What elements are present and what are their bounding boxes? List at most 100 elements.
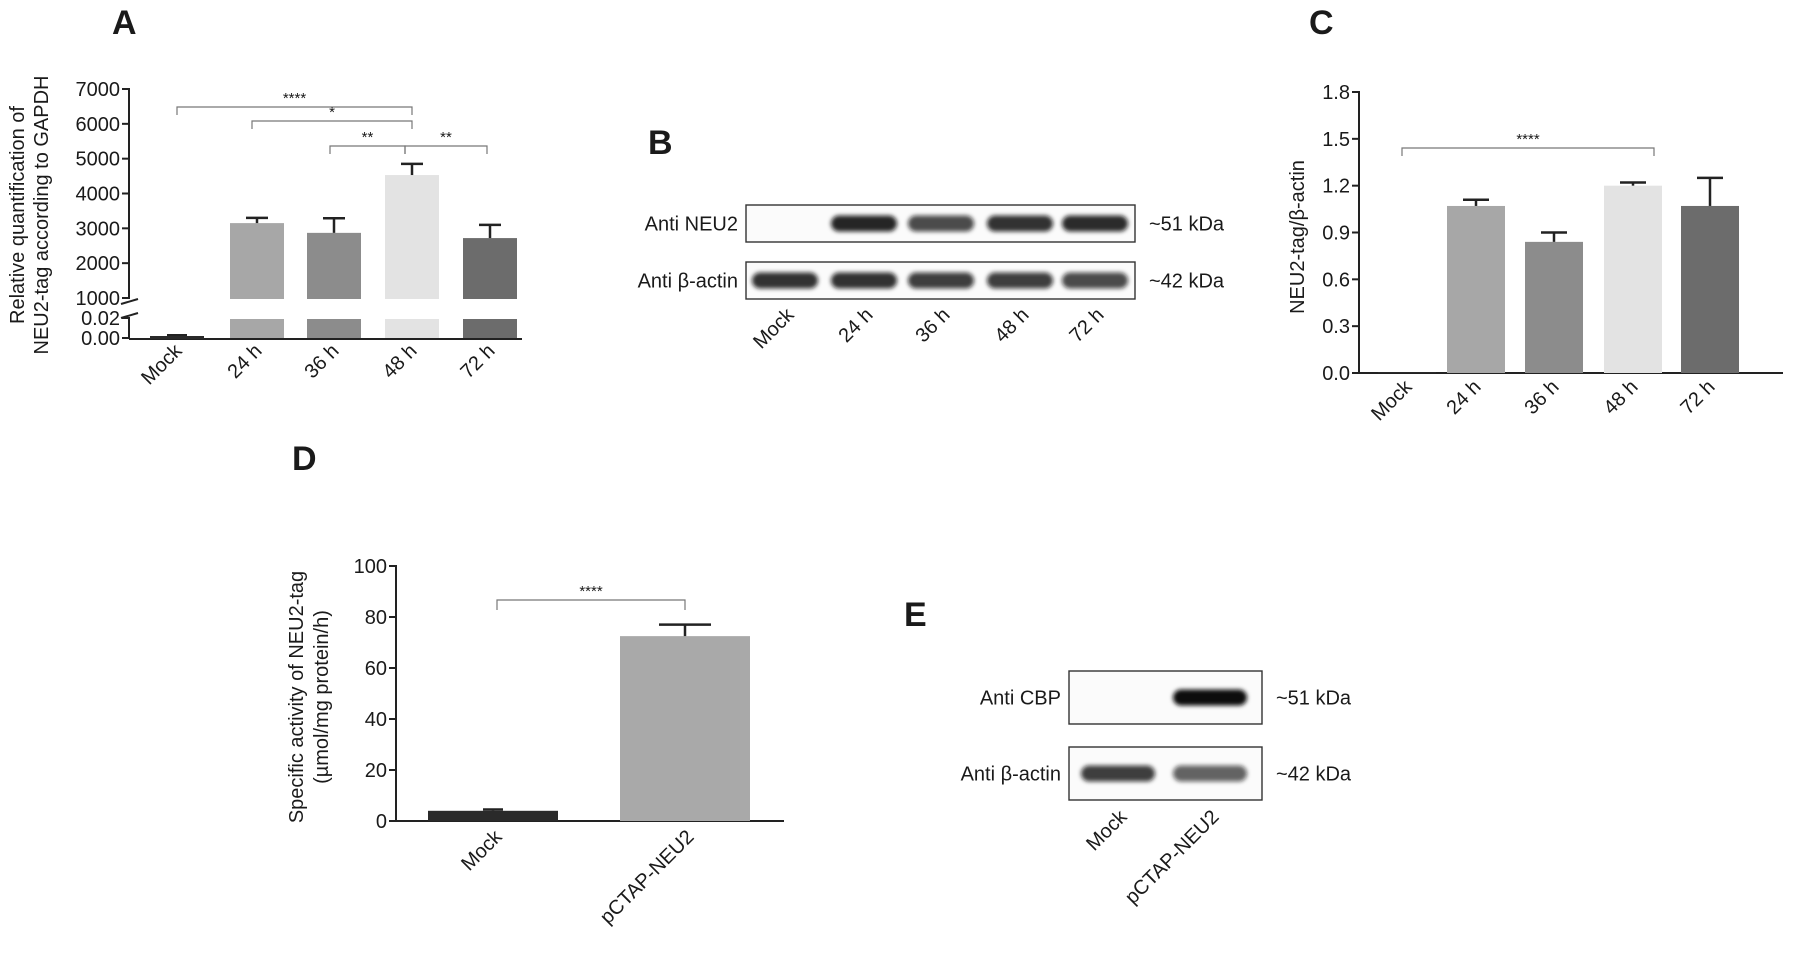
e-band-anti-actin-mock [1081,765,1155,782]
b-band-anti-neu2-36-h [908,215,974,232]
b-band-anti-actin-36-h [908,272,974,289]
d-sig-mock-pctap [496,599,686,610]
c-y-tick-label: 1.8 [1322,82,1350,104]
d-y-tick-label: 40 [365,709,387,731]
e-band-anti-cbp-pctap-neu2 [1173,689,1247,706]
a-x-tick-label-48-h: 48 h [378,340,421,383]
e-band-anti-actin-pctap-neu2 [1173,765,1247,782]
a-bar-24-h [230,223,284,299]
b-band-anti-actin-72-h [1062,272,1128,289]
a-y-tick-label: 7000 [76,79,121,101]
a-bar-36-h-lower [307,319,361,338]
b-size-label: ~51 kDa [1149,214,1225,236]
c-bar-mock [1378,372,1436,373]
a-y-tick-label: 1000 [76,288,121,310]
b-row-label: Anti β-actin [638,271,738,293]
c-y-tick-label: 0.9 [1322,223,1350,245]
c-y-tick-label: 0.3 [1322,316,1350,338]
d-sig-mock-pctap-label: **** [579,583,603,600]
e-lane-label-mock: Mock [1082,805,1132,855]
a-y-tick-label: 6000 [76,114,121,136]
d-y-tick-label: 20 [365,760,387,782]
panel-a-letter: A [112,4,137,42]
b-lane-label-48-h: 48 h [990,304,1033,347]
b-lane-label-36-h: 36 h [911,304,954,347]
c-y-tick-label: 0.6 [1322,269,1350,291]
a-x-tick-label-24-h: 24 h [223,340,266,383]
a-sig-48h-72h-label: ** [440,129,452,146]
a-x-tick-label-72-h: 72 h [456,340,499,383]
c-sig-mock-48h-label: **** [1516,131,1540,148]
e-size-label: ~51 kDa [1276,688,1352,710]
b-band-anti-actin-48-h [987,272,1053,289]
panel-e: E Anti CBP ~51 kDa Anti β-actin ~42 kDa Mock… [904,596,1352,909]
a-bar-72-h [463,238,517,299]
a-sig-36h-48h-label: ** [362,129,374,146]
e-size-label: ~42 kDa [1276,764,1352,786]
a-sig-24h-48h [251,120,413,129]
a-bar-24-h-lower [230,319,284,338]
d-y-axis-title-units: (µmol/mg protein/h) [311,610,333,784]
a-x-tick-label-mock: Mock [137,339,187,389]
a-y-tick-label: 4000 [76,184,121,206]
c-bar-48-h [1604,185,1662,373]
panel-b-letter: B [648,124,673,162]
a-bar-36-h [307,232,361,299]
b-lane-label-mock: Mock [749,303,799,353]
a-y-tick-label: 0.00 [81,328,120,350]
a-y-axis-title: Relative quantification of NEU2-tag accor… [7,75,53,354]
d-x-tick-label-pctap-neu2: pCTAP-NEU2 [596,826,699,929]
c-bar-36-h [1525,241,1583,373]
c-x-tick-label-48-h: 48 h [1599,376,1642,419]
c-y-tick-label: 1.5 [1322,129,1350,151]
d-y-axis-title: Specific activity of NEU2-tag [286,571,308,823]
a-sig-48h-72h [404,145,488,154]
d-y-tick-label: 80 [365,607,387,629]
a-sig-24h-48h-label: * [329,104,335,121]
b-band-anti-neu2-24-h [831,215,897,232]
panel-d-letter: D [292,440,317,478]
d-y-tick-label: 0 [376,811,387,833]
e-row-label: Anti CBP [980,688,1061,710]
b-band-anti-actin-mock [752,272,818,289]
panel-c-letter: C [1309,4,1334,42]
d-x-tick-label-mock: Mock [457,825,507,875]
d-bar-mock [428,810,558,821]
panel-e-letter: E [904,596,927,634]
a-y-tick-label: 5000 [76,149,121,171]
a-bar-48-h-lower [385,319,439,338]
a-bar-72-h-lower [463,319,517,338]
a-axis-break-mark [120,298,139,305]
b-row-label: Anti NEU2 [645,214,738,236]
c-sig-mock-48h [1401,147,1655,156]
e-lane-label-pctap-neu2: pCTAP-NEU2 [1121,806,1224,909]
e-row-label: Anti β-actin [961,764,1061,786]
c-y-axis-title: NEU2-tag/β-actin [1287,160,1309,314]
c-x-tick-label-mock: Mock [1367,375,1417,425]
a-y-tick-label: 0.02 [81,308,120,330]
b-size-label: ~42 kDa [1149,271,1225,293]
d-y-tick-label: 100 [354,556,387,578]
panel-d: D 0 20 40 60 80 100 Specific activity of NEU2-… [286,440,784,929]
a-sig-36h-48h [329,145,406,154]
a-y-tick-label: 3000 [76,218,121,240]
c-y-tick-label: 0.0 [1322,363,1350,385]
a-x-tick-label-36-h: 36 h [300,340,343,383]
a-sig-mock-48h-label: **** [283,90,307,107]
panel-b: B Anti NEU2 ~51 kDa Anti β-actin ~42 kDa Moc… [638,124,1225,353]
c-y-tick-label: 1.2 [1322,176,1350,198]
d-bar-pctap-neu2 [620,636,750,821]
c-bar-72-h [1681,205,1739,373]
c-bar-24-h [1447,205,1505,373]
panel-a: A 1000 2000 3000 4000 5000 6000 7000 0.000.02 Re… [7,4,522,389]
b-lane-label-72-h: 72 h [1065,304,1108,347]
b-band-anti-neu2-48-h [987,215,1053,232]
a-bar-48-h [385,175,439,299]
c-x-tick-label-24-h: 24 h [1442,376,1485,419]
a-sig-mock-48h [176,106,413,115]
b-band-anti-actin-24-h [831,272,897,289]
c-x-tick-label-72-h: 72 h [1676,376,1719,419]
a-bar-mock [150,336,204,339]
c-x-tick-label-36-h: 36 h [1520,376,1563,419]
